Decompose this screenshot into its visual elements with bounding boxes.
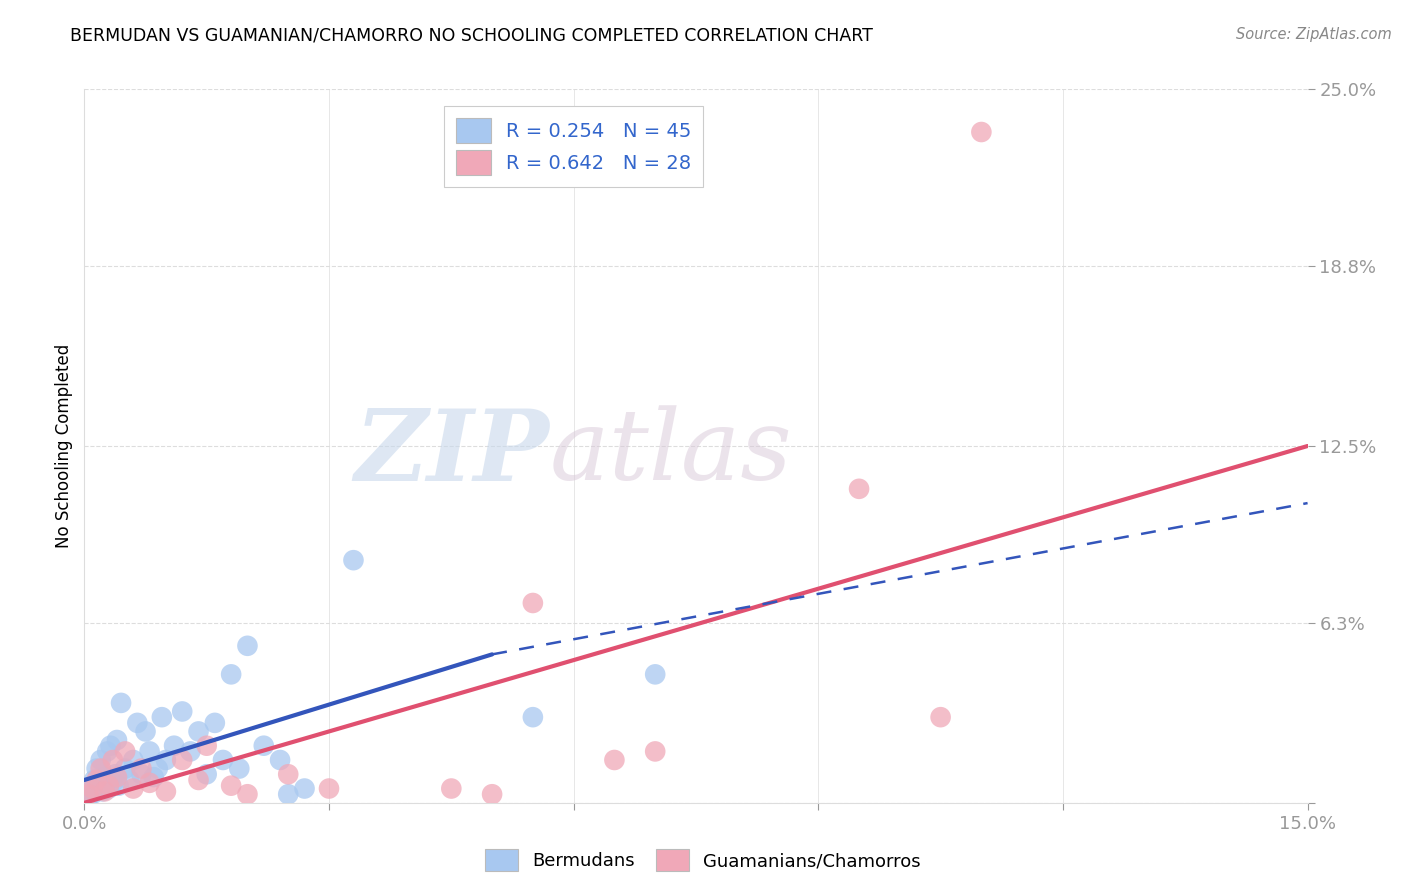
Point [179, 744, 201, 758]
Point [929, 710, 952, 724]
Point [146, 762, 169, 776]
Point [142, 770, 165, 784]
Point [131, 767, 153, 781]
Point [114, 762, 136, 776]
Point [93, 770, 115, 784]
Point [86, 772, 108, 787]
Point [150, 710, 173, 724]
Point [236, 787, 259, 801]
Point [127, 715, 149, 730]
Point [848, 482, 870, 496]
Point [204, 715, 226, 730]
Point [277, 787, 299, 801]
Point [219, 779, 242, 793]
Point [440, 781, 463, 796]
Point [97, 779, 120, 793]
Legend: R = 0.254   N = 45, R = 0.642   N = 28: R = 0.254 N = 45, R = 0.642 N = 28 [444, 106, 703, 187]
Legend: Bermudans, Guamanians/Chamorros: Bermudans, Guamanians/Chamorros [478, 842, 928, 879]
Point [644, 744, 666, 758]
Point [342, 553, 364, 567]
Point [195, 739, 218, 753]
Point [212, 753, 235, 767]
Point [91, 784, 114, 798]
Point [187, 772, 209, 787]
Text: ZIP: ZIP [354, 405, 550, 501]
Point [269, 753, 291, 767]
Point [228, 762, 250, 776]
Point [603, 753, 626, 767]
Point [86, 762, 108, 776]
Point [135, 724, 157, 739]
Point [100, 739, 122, 753]
Point [219, 667, 242, 681]
Point [118, 772, 141, 787]
Point [77, 787, 100, 801]
Point [172, 753, 194, 767]
Point [97, 781, 120, 796]
Point [294, 781, 316, 796]
Point [970, 125, 993, 139]
Point [80, 781, 103, 796]
Point [105, 733, 128, 747]
Point [122, 781, 145, 796]
Point [138, 776, 160, 790]
Point [187, 724, 209, 739]
Point [155, 753, 177, 767]
Point [522, 710, 544, 724]
Point [93, 784, 115, 798]
Point [236, 639, 259, 653]
Point [481, 787, 503, 801]
Point [82, 787, 104, 801]
Point [122, 753, 145, 767]
Point [195, 767, 218, 781]
Point [522, 596, 544, 610]
Point [131, 762, 153, 776]
Point [138, 744, 160, 758]
Point [90, 762, 112, 776]
Point [110, 696, 132, 710]
Point [101, 776, 124, 790]
Point [172, 705, 194, 719]
Point [114, 744, 136, 758]
Point [163, 739, 186, 753]
Point [277, 767, 299, 781]
Point [82, 781, 104, 796]
Point [101, 753, 124, 767]
Point [318, 781, 340, 796]
Point [155, 784, 177, 798]
Text: BERMUDAN VS GUAMANIAN/CHAMORRO NO SCHOOLING COMPLETED CORRELATION CHART: BERMUDAN VS GUAMANIAN/CHAMORRO NO SCHOOL… [70, 27, 873, 45]
Point [644, 667, 666, 681]
Point [105, 770, 128, 784]
Point [90, 753, 112, 767]
Point [77, 790, 100, 805]
Text: Source: ZipAtlas.com: Source: ZipAtlas.com [1236, 27, 1392, 42]
Point [104, 767, 127, 781]
Point [87, 779, 110, 793]
Text: atlas: atlas [550, 406, 792, 500]
Point [253, 739, 276, 753]
Point [107, 779, 129, 793]
Point [96, 744, 118, 758]
Y-axis label: No Schooling Completed: No Schooling Completed [55, 344, 73, 548]
Point [83, 772, 105, 787]
